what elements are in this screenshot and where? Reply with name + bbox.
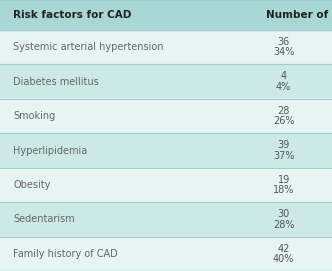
- Bar: [0, 99, 332, 133]
- Bar: [0, 133, 332, 168]
- Text: 42: 42: [278, 244, 290, 254]
- Text: 28: 28: [278, 106, 290, 116]
- Text: Systemic arterial hypertension: Systemic arterial hypertension: [13, 42, 164, 52]
- Text: Number of patients: Number of patients: [266, 10, 332, 20]
- Bar: [0, 64, 332, 99]
- Bar: [0, 237, 332, 271]
- Text: 30: 30: [278, 209, 290, 219]
- Text: 39: 39: [278, 140, 290, 150]
- Bar: [0, 202, 332, 237]
- Text: Risk factors for CAD: Risk factors for CAD: [13, 10, 132, 20]
- Text: 34%: 34%: [273, 47, 294, 57]
- Text: Diabetes mellitus: Diabetes mellitus: [13, 77, 99, 87]
- Bar: [0, 168, 332, 202]
- Text: 18%: 18%: [273, 185, 294, 195]
- Text: 37%: 37%: [273, 151, 294, 161]
- Text: 40%: 40%: [273, 254, 294, 264]
- Bar: [0, 30, 332, 64]
- Text: 4%: 4%: [276, 82, 291, 92]
- Text: Sedentarism: Sedentarism: [13, 214, 75, 224]
- Text: Obesity: Obesity: [13, 180, 51, 190]
- Text: 19: 19: [278, 175, 290, 185]
- Text: Family history of CAD: Family history of CAD: [13, 249, 118, 259]
- Text: 28%: 28%: [273, 220, 294, 230]
- Text: 26%: 26%: [273, 116, 294, 126]
- Text: 36: 36: [278, 37, 290, 47]
- Text: 4: 4: [281, 72, 287, 82]
- Text: Smoking: Smoking: [13, 111, 55, 121]
- Text: Hyperlipidemia: Hyperlipidemia: [13, 146, 88, 156]
